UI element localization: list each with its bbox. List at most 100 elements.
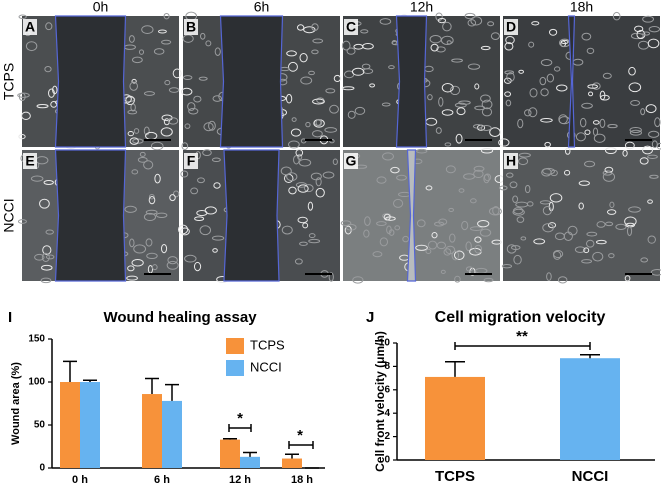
cell (50, 101, 58, 108)
cell (346, 47, 356, 55)
cell (640, 257, 649, 263)
cell (626, 226, 633, 237)
cell (364, 216, 371, 226)
cell (435, 46, 446, 53)
cell (163, 12, 170, 20)
cell (138, 49, 145, 55)
panel-letter-bg (504, 153, 518, 169)
micrograph: E (17, 149, 180, 284)
cell (442, 21, 452, 32)
cell (509, 181, 518, 189)
cell (647, 154, 658, 159)
cell (308, 233, 316, 239)
cell (379, 237, 389, 247)
cell (164, 80, 171, 86)
wound (567, 15, 576, 148)
cell (642, 15, 655, 23)
cell (458, 188, 465, 193)
cell (615, 223, 627, 230)
cell (451, 58, 463, 63)
chart-title: Cell migration velocity (435, 309, 606, 326)
cell (172, 68, 182, 79)
cell (372, 251, 383, 258)
panel-letter: I (8, 309, 12, 326)
cell (591, 82, 601, 90)
cell (157, 29, 167, 34)
cell (588, 91, 594, 97)
cell (396, 174, 407, 181)
cell (213, 182, 221, 189)
cell (434, 221, 445, 227)
cell (299, 52, 308, 63)
significance-mark: * (237, 410, 243, 427)
cell (630, 100, 641, 106)
cell (294, 258, 303, 265)
cell (480, 45, 491, 51)
panel-letter-bg (184, 19, 198, 35)
cell (360, 29, 369, 34)
error-bar (445, 360, 465, 377)
bar (560, 358, 620, 460)
cell (394, 225, 401, 231)
cell (129, 137, 139, 145)
cell (45, 229, 54, 235)
cell (40, 277, 52, 284)
cell (612, 11, 621, 21)
legend-label: NCCI (250, 359, 282, 374)
panel-letter: G (346, 153, 357, 169)
cell (324, 127, 338, 133)
cell (300, 76, 313, 85)
cell (188, 107, 199, 115)
cell (402, 235, 410, 243)
cell (483, 173, 492, 182)
cell (315, 118, 323, 127)
wound (395, 15, 428, 148)
micrograph: D (498, 11, 661, 150)
cell (642, 145, 653, 155)
bar (240, 456, 260, 468)
row-label: TCPS (1, 63, 17, 100)
cell (41, 264, 53, 271)
y-tick-label: 2 (384, 431, 390, 442)
row-label: NCCI (1, 198, 17, 232)
cell (205, 40, 212, 47)
cell (463, 173, 476, 180)
cell (628, 82, 642, 93)
cell (325, 88, 336, 94)
cell (528, 41, 535, 48)
cell (17, 219, 27, 224)
cell (351, 67, 365, 76)
cell (526, 201, 534, 207)
cell (416, 148, 428, 154)
cell (517, 157, 529, 166)
cell (200, 32, 206, 40)
cell (184, 123, 191, 129)
wound (54, 15, 127, 148)
cell (290, 128, 302, 137)
cell (190, 187, 199, 195)
cell (150, 141, 164, 151)
cell (542, 167, 555, 175)
cell (25, 41, 38, 52)
cell (458, 100, 471, 105)
cell (143, 212, 157, 222)
cell (202, 149, 212, 157)
cell (504, 70, 515, 75)
micrograph: B (180, 11, 341, 151)
cell (583, 160, 596, 168)
cell (648, 26, 661, 33)
x-tick-label: 12 h (229, 474, 251, 486)
cell (180, 87, 193, 96)
cell (473, 169, 484, 179)
cell (549, 193, 563, 203)
cell (322, 171, 335, 179)
cell (203, 122, 214, 132)
cell (361, 63, 371, 70)
cell (650, 268, 661, 276)
cell (503, 77, 512, 84)
panel-letter: B (186, 19, 196, 35)
cell (436, 241, 447, 250)
bar (142, 394, 162, 468)
cell (169, 194, 176, 202)
panel-letter: A (25, 19, 35, 35)
